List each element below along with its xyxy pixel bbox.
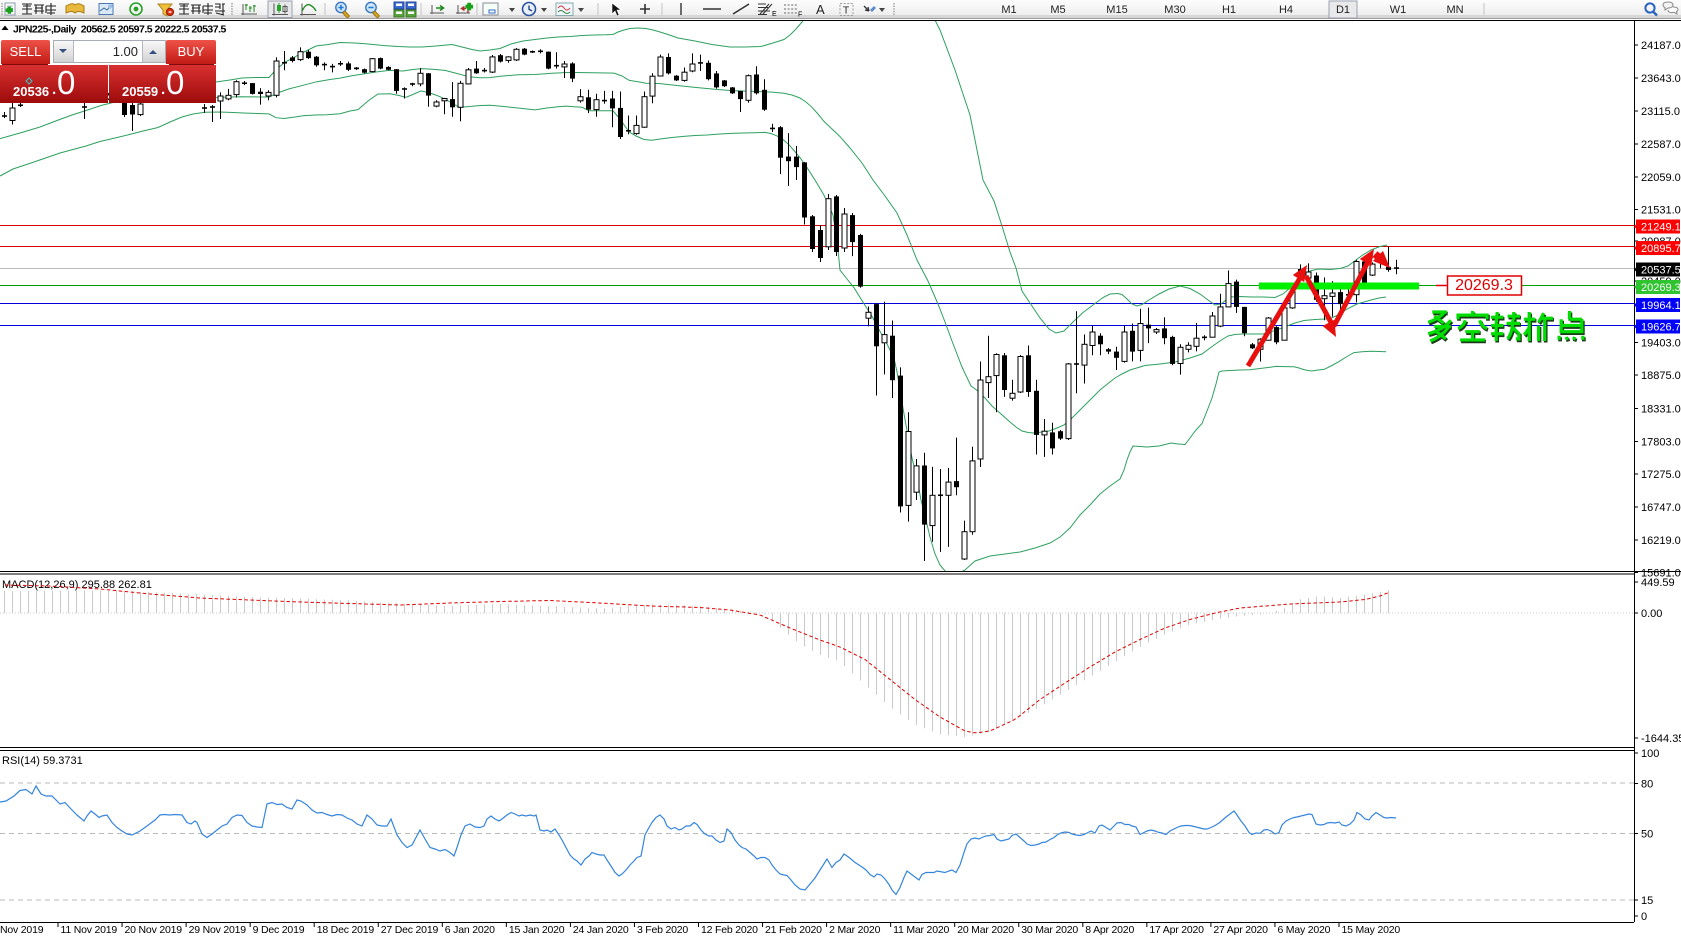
- svg-text:6 Jan 2020: 6 Jan 2020: [445, 924, 495, 936]
- svg-text:17803.0: 17803.0: [1641, 437, 1681, 449]
- svg-text:19964.1: 19964.1: [1641, 300, 1681, 312]
- svg-text:18 Dec 2019: 18 Dec 2019: [317, 924, 375, 936]
- svg-text:12 Feb 2020: 12 Feb 2020: [701, 924, 758, 936]
- svg-text:16219.0: 16219.0: [1641, 535, 1681, 547]
- svg-text:15 May 2020: 15 May 2020: [1342, 924, 1401, 936]
- svg-text:E: E: [772, 11, 777, 18]
- svg-text:50: 50: [1641, 829, 1653, 841]
- svg-text:6 May 2020: 6 May 2020: [1277, 924, 1330, 936]
- svg-text:17 Apr 2020: 17 Apr 2020: [1149, 924, 1204, 936]
- svg-text:M1: M1: [1001, 4, 1016, 16]
- svg-text:22587.0: 22587.0: [1641, 139, 1681, 151]
- svg-text:20269.3: 20269.3: [1455, 277, 1513, 294]
- svg-text:11 Nov 2019: 11 Nov 2019: [61, 924, 118, 936]
- svg-text:23115.0: 23115.0: [1641, 106, 1680, 118]
- svg-text:17275.0: 17275.0: [1641, 469, 1681, 481]
- svg-text:19626.7: 19626.7: [1641, 322, 1681, 334]
- svg-text:D1: D1: [1336, 4, 1350, 16]
- svg-text:M5: M5: [1050, 4, 1065, 16]
- svg-text:0.00: 0.00: [1641, 608, 1662, 620]
- svg-text:20269.3: 20269.3: [1641, 282, 1681, 294]
- svg-text:-1644.35: -1644.35: [1641, 733, 1681, 745]
- svg-text:MN: MN: [1446, 4, 1463, 16]
- svg-text:W1: W1: [1390, 4, 1407, 16]
- svg-text:M30: M30: [1164, 4, 1185, 16]
- svg-text:29 Nov 2019: 29 Nov 2019: [189, 924, 247, 936]
- svg-text:24 Jan 2020: 24 Jan 2020: [573, 924, 629, 936]
- svg-text:Nov 2019: Nov 2019: [0, 924, 44, 936]
- svg-text:H1: H1: [1222, 4, 1236, 16]
- svg-text:A: A: [816, 2, 825, 17]
- svg-text:100: 100: [1641, 748, 1659, 760]
- svg-text:F: F: [798, 12, 802, 19]
- svg-text:22059.0: 22059.0: [1641, 172, 1681, 184]
- svg-text:JPN225-,Daily 20562.5 20597.5: JPN225-,Daily 20562.5 20597.5 20222.5 20…: [13, 24, 227, 36]
- svg-text:23643.0: 23643.0: [1641, 73, 1681, 85]
- svg-text:19403.0: 19403.0: [1641, 338, 1681, 350]
- svg-text:M15: M15: [1106, 4, 1127, 16]
- svg-text:15691.0: 15691.0: [1641, 568, 1681, 580]
- svg-text:2 Mar 2020: 2 Mar 2020: [829, 924, 880, 936]
- svg-text:21 Feb 2020: 21 Feb 2020: [765, 924, 822, 936]
- svg-text:20 Mar 2020: 20 Mar 2020: [957, 924, 1014, 936]
- svg-text:21531.0: 21531.0: [1641, 205, 1681, 217]
- svg-text:24187.0: 24187.0: [1641, 40, 1681, 52]
- svg-text:21249.1: 21249.1: [1641, 222, 1681, 234]
- svg-text:30 Mar 2020: 30 Mar 2020: [1021, 924, 1078, 936]
- svg-text:0: 0: [1641, 911, 1647, 923]
- svg-text:16747.0: 16747.0: [1641, 502, 1681, 514]
- svg-text:18875.0: 18875.0: [1641, 370, 1681, 382]
- svg-text:RSI(14) 59.3731: RSI(14) 59.3731: [2, 755, 83, 767]
- svg-text:3 Feb 2020: 3 Feb 2020: [637, 924, 688, 936]
- svg-text:11 Mar 2020: 11 Mar 2020: [893, 924, 949, 936]
- svg-text:15 Jan 2020: 15 Jan 2020: [509, 924, 565, 936]
- svg-text:18331.0: 18331.0: [1641, 404, 1681, 416]
- svg-text:20 Nov 2019: 20 Nov 2019: [125, 924, 183, 936]
- svg-text:H4: H4: [1279, 4, 1293, 16]
- svg-text:27 Apr 2020: 27 Apr 2020: [1213, 924, 1268, 936]
- svg-text:20895.7: 20895.7: [1641, 243, 1681, 255]
- svg-text:449.59: 449.59: [1641, 577, 1675, 589]
- svg-text:80: 80: [1641, 779, 1653, 791]
- svg-text:15: 15: [1641, 895, 1653, 907]
- svg-text:27 Dec 2019: 27 Dec 2019: [381, 924, 439, 936]
- svg-text:MACD(12,26,9) 295.88 262.81: MACD(12,26,9) 295.88 262.81: [2, 579, 152, 591]
- svg-text:8 Apr 2020: 8 Apr 2020: [1085, 924, 1134, 936]
- svg-text:9 Dec 2019: 9 Dec 2019: [253, 924, 305, 936]
- svg-text:T: T: [843, 6, 849, 17]
- svg-text:20537.5: 20537.5: [1641, 265, 1681, 277]
